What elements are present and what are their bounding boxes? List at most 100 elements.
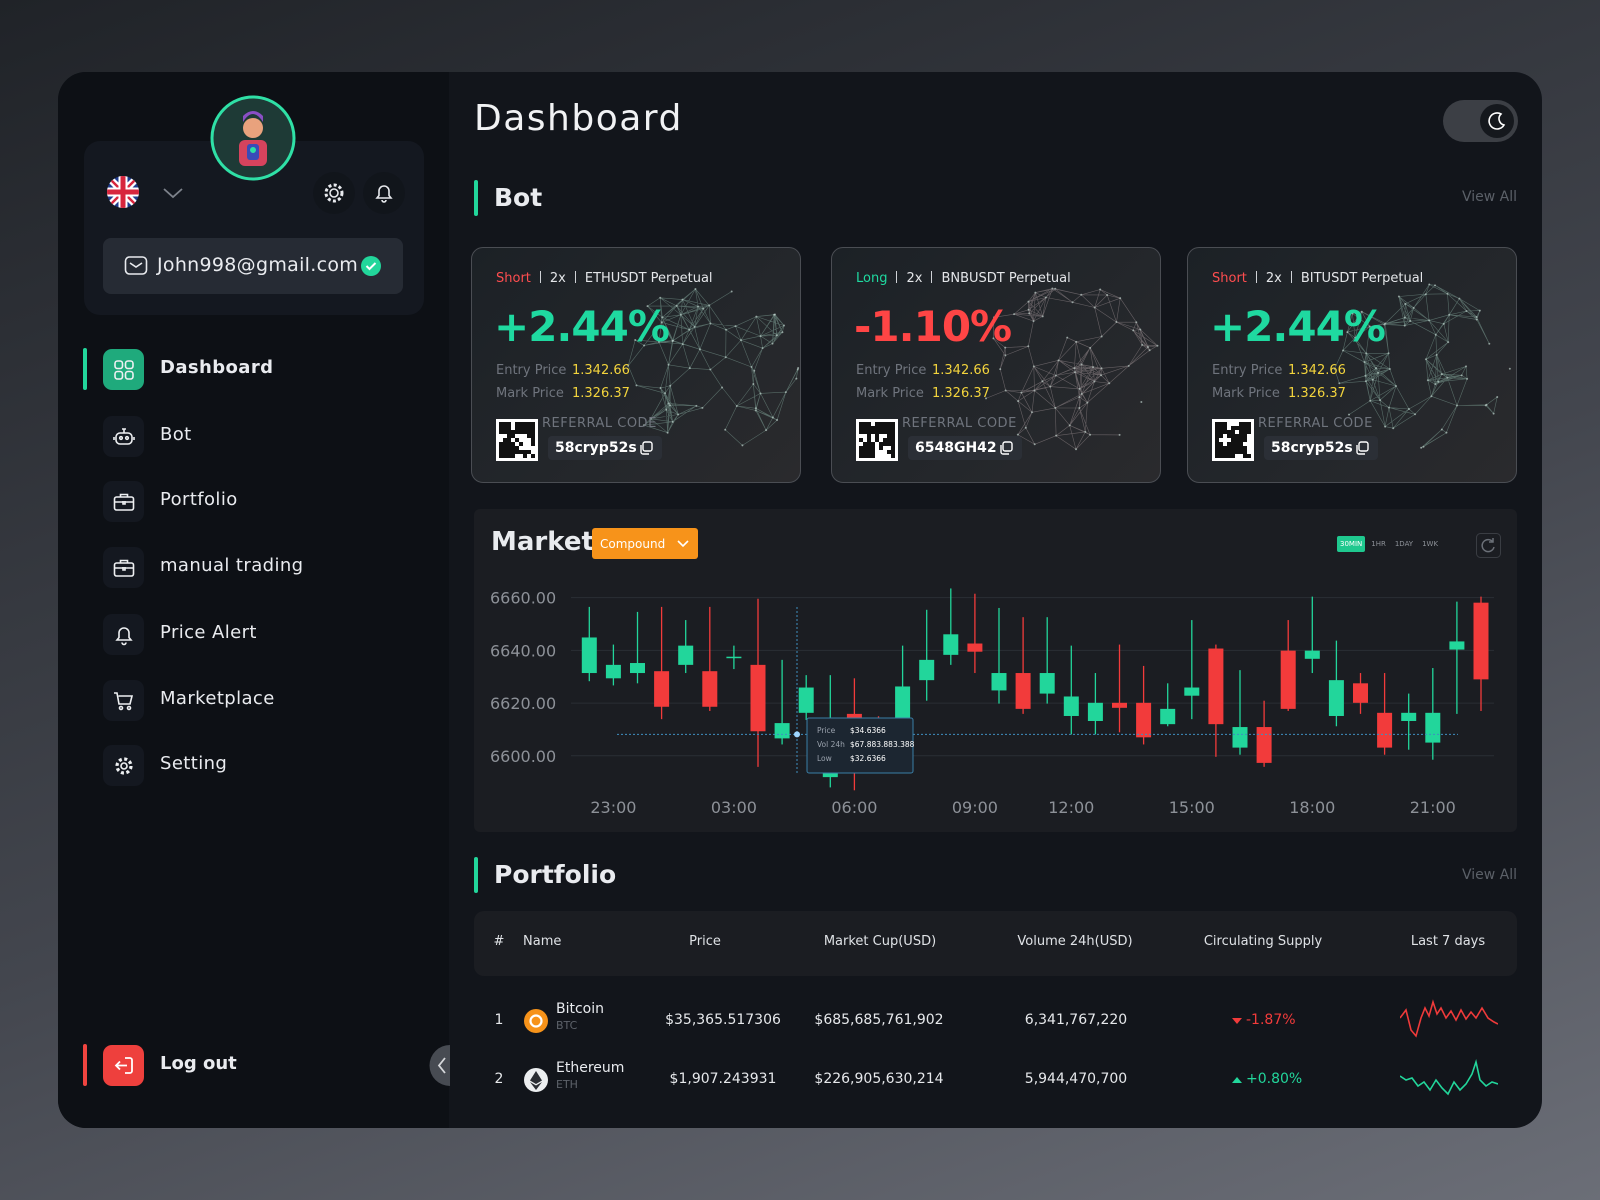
theme-toggle[interactable]: [1443, 100, 1518, 142]
card-art-node: [1073, 367, 1076, 370]
logout[interactable]: Log out: [160, 1053, 237, 1074]
card-art-node: [664, 392, 667, 395]
icon-part: [1400, 999, 1498, 1038]
bot-card[interactable]: Long 2x BNBUSDT Perpetual -1.10% Entry Price…: [831, 247, 1161, 483]
flag-uk[interactable]: [106, 175, 140, 209]
card-art-node: [661, 316, 664, 319]
nav-icon[interactable]: [103, 614, 144, 655]
entry-price: 1.342.66: [932, 363, 990, 378]
interval-tabs: 30MIN 1HR 1DAY 1WK: [1337, 536, 1441, 552]
coin-mark: [530, 1071, 542, 1090]
card-art-node: [677, 413, 680, 416]
bot-card[interactable]: Short 2x ETHUSDT Perpetual +2.44% Entry Pric…: [471, 247, 801, 483]
card-art-node: [1078, 406, 1081, 409]
qr-cell: [507, 422, 511, 426]
candle-body: [919, 659, 935, 681]
qr-cell: [503, 426, 507, 430]
candle-body: [654, 671, 670, 707]
column-header: Market Cup(USD): [823, 934, 937, 949]
interval-tab[interactable]: 1DAY: [1394, 540, 1414, 548]
logout-icon[interactable]: [103, 1045, 144, 1086]
nav-icon[interactable]: [103, 547, 144, 588]
language-chevron[interactable]: [160, 184, 186, 202]
nav-item[interactable]: Setting: [160, 753, 228, 774]
qr-cell: [499, 446, 503, 450]
tooltip-label: Low: [817, 754, 832, 763]
nav-icon[interactable]: [103, 481, 144, 522]
qr-cell: [519, 450, 523, 454]
card-meta: Short 2x ETHUSDT Perpetual: [496, 271, 713, 286]
nav-icon[interactable]: [103, 745, 144, 786]
candle-body: [967, 643, 983, 652]
view-all[interactable]: View All: [1461, 867, 1517, 883]
card-art-node: [695, 404, 698, 407]
nav-item[interactable]: Bot: [160, 424, 192, 445]
icon-part: [126, 705, 131, 710]
refresh-button[interactable]: [1476, 533, 1501, 558]
nav-item[interactable]: Marketplace: [160, 688, 275, 709]
dropdown[interactable]: Compound: [592, 528, 698, 559]
change: +0.80%: [1246, 1071, 1303, 1087]
qr-cell: [891, 426, 895, 430]
nav-item[interactable]: Portfolio: [160, 489, 238, 510]
qr-cell: [499, 422, 503, 426]
qr-cell: [515, 422, 519, 426]
qr-cell: [1223, 426, 1227, 430]
copy-icon: [1000, 445, 1009, 455]
card-art-node: [1092, 366, 1095, 369]
nav-item[interactable]: Price Alert: [160, 622, 257, 643]
candle-body: [1015, 673, 1031, 709]
trend-arrow-shape: [1232, 1018, 1242, 1024]
card-art-node: [1392, 427, 1395, 430]
candle-body: [678, 645, 694, 665]
qr-cell: [1235, 450, 1239, 454]
card-art-node: [1412, 306, 1415, 309]
nav-item[interactable]: Dashboard: [160, 357, 274, 378]
card-art-node: [1383, 323, 1386, 326]
card-art-node: [669, 404, 672, 407]
notification-button[interactable]: [362, 171, 406, 215]
qr-cell: [859, 450, 863, 454]
qr-cell: [503, 430, 507, 434]
icon-part: [363, 172, 405, 214]
qr-cell: [1235, 434, 1239, 438]
icon-part: [124, 256, 148, 275]
card-art-node: [1041, 380, 1044, 383]
interval-tab[interactable]: 30MIN: [1337, 536, 1366, 552]
qr-cell: [1239, 422, 1243, 426]
nav-icon[interactable]: [103, 680, 144, 721]
bot-card[interactable]: Short 2x BITUSDT Perpetual +2.44% Entry Pric…: [1187, 247, 1517, 483]
card-art-node: [1430, 395, 1433, 398]
card-art-node: [1475, 318, 1478, 321]
qr-cell: [871, 446, 875, 450]
card-art-node: [1465, 310, 1468, 313]
card-art-node: [750, 366, 753, 369]
icon-part: [113, 691, 133, 710]
qr-cell: [1227, 454, 1231, 458]
nav-item[interactable]: manual trading: [160, 555, 304, 576]
interval-tab[interactable]: 1WK: [1422, 540, 1439, 548]
interval-tab[interactable]: 1HR: [1371, 540, 1386, 548]
view-all[interactable]: View All: [1461, 189, 1517, 205]
nav-icon[interactable]: [103, 349, 144, 390]
card-art-node: [761, 347, 764, 350]
tooltip-label: Vol 24h: [817, 740, 845, 749]
copy-button[interactable]: [999, 441, 1013, 455]
avatar[interactable]: [209, 94, 297, 182]
nav-icon[interactable]: [103, 416, 144, 457]
qr-cell: [871, 442, 875, 446]
collapse-button[interactable]: [428, 1045, 450, 1086]
entry-label: Entry Price: [496, 363, 567, 378]
qr-code: [1212, 419, 1254, 461]
qr-cell: [1215, 442, 1219, 446]
settings-button[interactable]: [312, 171, 356, 215]
icon-part: [375, 185, 393, 203]
candlestick-chart: 6600.00 6620.00 6640.00 6660.00 23:00 03:00 06…: [490, 588, 1494, 817]
card-art-node: [1093, 380, 1096, 383]
icon-part: [113, 495, 134, 511]
copy-button[interactable]: [639, 441, 653, 455]
page-title: Dashboard: [474, 98, 683, 139]
card-art-node: [709, 368, 712, 371]
card-art-node: [627, 364, 630, 367]
copy-button[interactable]: [1355, 441, 1369, 455]
